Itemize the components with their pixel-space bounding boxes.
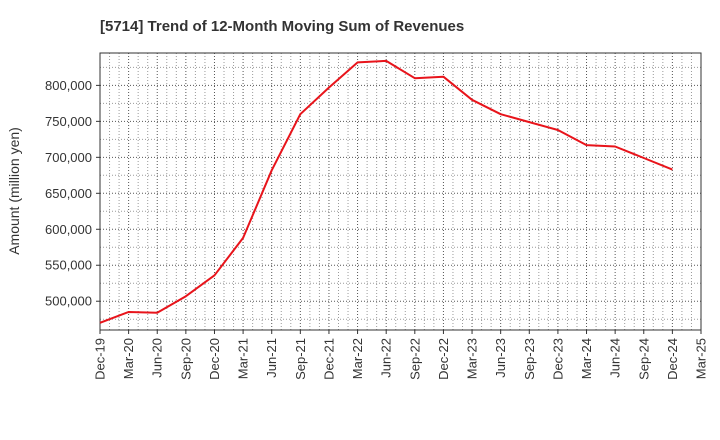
x-tick-label: Dec-19 bbox=[93, 338, 108, 380]
x-tick-label: Dec-23 bbox=[550, 338, 565, 380]
x-tick-label: Mar-25 bbox=[694, 338, 709, 379]
x-tick-label: Sep-21 bbox=[293, 338, 308, 380]
y-tick-label: 650,000 bbox=[45, 186, 92, 201]
x-tick-label: Dec-22 bbox=[436, 338, 451, 380]
x-tick-label: Mar-24 bbox=[579, 338, 594, 379]
x-tick-label: Mar-21 bbox=[236, 338, 251, 379]
x-tick-label: Mar-20 bbox=[121, 338, 136, 379]
plot-area-frame bbox=[99, 52, 702, 331]
chart-title: [5714] Trend of 12-Month Moving Sum of R… bbox=[100, 18, 464, 35]
x-tick-label: Jun-23 bbox=[493, 338, 508, 378]
x-tick-label: Jun-24 bbox=[608, 338, 623, 378]
y-tick-label: 750,000 bbox=[45, 114, 92, 129]
x-tick-label: Mar-22 bbox=[350, 338, 365, 379]
x-tick-label: Jun-22 bbox=[379, 338, 394, 378]
y-tick-label: 500,000 bbox=[45, 294, 92, 309]
x-tick-label: Dec-24 bbox=[665, 338, 680, 380]
x-tick-label: Sep-22 bbox=[407, 338, 422, 380]
x-tick-label: Dec-21 bbox=[321, 338, 336, 380]
x-tick-label: Jun-20 bbox=[150, 338, 165, 378]
x-tick-label: Sep-20 bbox=[178, 338, 193, 380]
x-tick-label: Mar-23 bbox=[465, 338, 480, 379]
y-tick-label: 800,000 bbox=[45, 78, 92, 93]
x-tick-label: Jun-21 bbox=[264, 338, 279, 378]
y-tick-label: 550,000 bbox=[45, 258, 92, 273]
y-axis-label: Amount (million yen) bbox=[6, 127, 22, 255]
y-axis-ticks: 500,000 550,000 600,000 650,000 700,000 750,0… bbox=[45, 78, 100, 309]
y-tick-label: 700,000 bbox=[45, 150, 92, 165]
x-tick-label: Sep-23 bbox=[522, 338, 537, 380]
revenue-series-line bbox=[99, 59, 673, 324]
x-axis-ticks: Dec-19 Mar-20 Jun-20 Sep-20 Dec-20 Mar-21 Jun-… bbox=[93, 330, 709, 380]
x-tick-label: Dec-20 bbox=[207, 338, 222, 380]
y-tick-label: 600,000 bbox=[45, 222, 92, 237]
x-tick-label: Sep-24 bbox=[636, 338, 651, 380]
grid bbox=[100, 53, 701, 330]
